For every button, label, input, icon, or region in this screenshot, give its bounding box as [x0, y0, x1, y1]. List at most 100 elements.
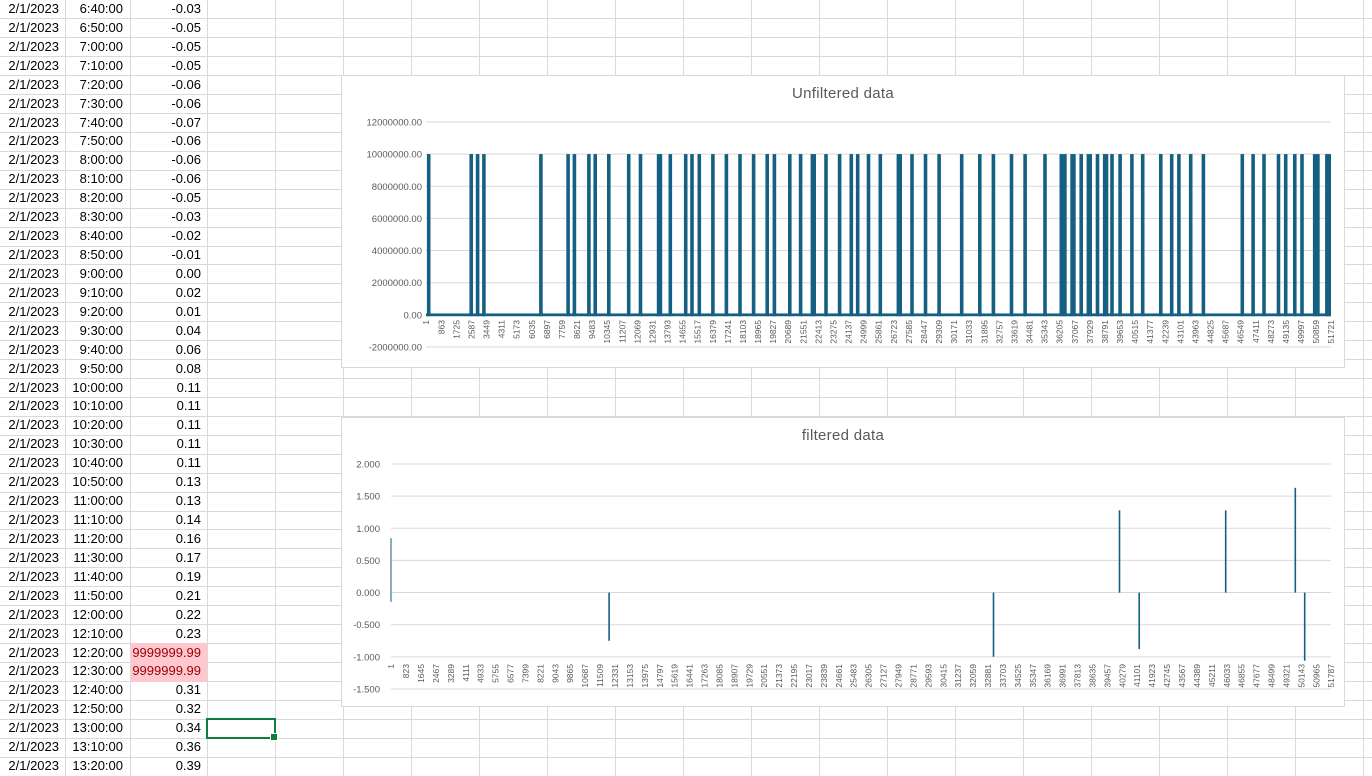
cell-date[interactable]: 2/1/2023	[8, 379, 59, 395]
cell-time[interactable]: 8:10:00	[79, 171, 123, 187]
cell-value[interactable]: -0.06	[171, 152, 201, 168]
cell-value[interactable]: -0.01	[171, 247, 201, 263]
cell-value[interactable]: 0.06	[175, 341, 201, 357]
cell-date[interactable]: 2/1/2023	[8, 171, 59, 187]
cell-time[interactable]: 9:10:00	[79, 284, 123, 300]
cell-time[interactable]: 13:10:00	[72, 739, 123, 755]
cell-date[interactable]: 2/1/2023	[8, 284, 59, 300]
cell-date[interactable]: 2/1/2023	[8, 739, 59, 755]
cell-date[interactable]: 2/1/2023	[8, 265, 59, 281]
cell-value[interactable]: -0.03	[171, 1, 201, 16]
cell-time[interactable]: 12:20:00	[72, 644, 123, 660]
cell-value[interactable]: 0.13	[175, 474, 201, 490]
cell-time[interactable]: 12:30:00	[72, 663, 123, 679]
cell-date[interactable]: 2/1/2023	[8, 38, 59, 54]
cell-value[interactable]: -0.06	[171, 133, 201, 149]
cell-date[interactable]: 2/1/2023	[8, 758, 59, 774]
cell-date[interactable]: 2/1/2023	[8, 493, 59, 509]
cell-time[interactable]: 8:30:00	[79, 209, 123, 225]
cell-time[interactable]: 12:10:00	[72, 625, 123, 641]
cell-value[interactable]: 0.34	[175, 720, 201, 736]
cell-date[interactable]: 2/1/2023	[8, 19, 59, 35]
cell-time[interactable]: 7:50:00	[79, 133, 123, 149]
cell-value[interactable]: -0.06	[171, 95, 201, 111]
cell-time[interactable]: 7:00:00	[79, 38, 123, 54]
cell-value[interactable]: 0.00	[175, 265, 201, 281]
cell-date[interactable]: 2/1/2023	[8, 644, 59, 660]
cell-value[interactable]: 0.22	[175, 606, 201, 622]
cell-value[interactable]: -0.07	[171, 114, 201, 130]
cell-value[interactable]: 0.13	[175, 493, 201, 509]
cell-time[interactable]: 8:20:00	[79, 190, 123, 206]
cell-time[interactable]: 11:10:00	[73, 512, 123, 528]
cell-date[interactable]: 2/1/2023	[8, 341, 59, 357]
cell-date[interactable]: 2/1/2023	[8, 625, 59, 641]
cell-time[interactable]: 12:00:00	[72, 606, 123, 622]
cell-time[interactable]: 11:40:00	[73, 568, 123, 584]
cell-date[interactable]: 2/1/2023	[8, 76, 59, 92]
cell-date[interactable]: 2/1/2023	[8, 512, 59, 528]
cell-time[interactable]: 11:50:00	[73, 587, 123, 603]
cell-time[interactable]: 8:50:00	[79, 247, 123, 263]
cell-date[interactable]: 2/1/2023	[8, 133, 59, 149]
cell-value[interactable]: 0.11	[176, 417, 201, 433]
cell-value[interactable]: 0.32	[175, 701, 201, 717]
cell-time[interactable]: 12:40:00	[72, 682, 123, 698]
cell-value[interactable]: 0.11	[176, 455, 201, 471]
cell-value[interactable]: 9999999.99	[132, 644, 201, 660]
cell-date[interactable]: 2/1/2023	[8, 57, 59, 73]
cell-value[interactable]: 0.04	[175, 322, 201, 338]
cell-date[interactable]: 2/1/2023	[8, 682, 59, 698]
cell-time[interactable]: 9:40:00	[79, 341, 123, 357]
cell-time[interactable]: 6:50:00	[79, 19, 123, 35]
cell-value[interactable]: -0.05	[171, 190, 201, 206]
cell-value[interactable]: 0.01	[175, 303, 201, 319]
cell-time[interactable]: 13:20:00	[72, 758, 123, 774]
cell-date[interactable]: 2/1/2023	[8, 209, 59, 225]
cell-time[interactable]: 10:50:00	[72, 474, 123, 490]
cell-date[interactable]: 2/1/2023	[8, 398, 59, 414]
cell-date[interactable]: 2/1/2023	[8, 1, 59, 16]
cell-time[interactable]: 8:40:00	[79, 228, 123, 244]
cell-value[interactable]: -0.06	[171, 171, 201, 187]
cell-date[interactable]: 2/1/2023	[8, 303, 59, 319]
cell-value[interactable]: 0.14	[175, 512, 201, 528]
cell-date[interactable]: 2/1/2023	[8, 720, 59, 736]
cell-date[interactable]: 2/1/2023	[8, 530, 59, 546]
cell-value[interactable]: 0.11	[176, 379, 201, 395]
cell-date[interactable]: 2/1/2023	[8, 663, 59, 679]
cell-date[interactable]: 2/1/2023	[8, 568, 59, 584]
cell-value[interactable]: -0.03	[171, 209, 201, 225]
cell-date[interactable]: 2/1/2023	[8, 417, 59, 433]
cell-value[interactable]: 0.36	[175, 739, 201, 755]
cell-time[interactable]: 9:00:00	[79, 265, 123, 281]
cell-date[interactable]: 2/1/2023	[8, 549, 59, 565]
cell-time[interactable]: 9:20:00	[79, 303, 123, 319]
cell-value[interactable]: -0.02	[171, 228, 201, 244]
cell-value[interactable]: 0.31	[175, 682, 201, 698]
cell-value[interactable]: 0.08	[175, 360, 201, 376]
cell-date[interactable]: 2/1/2023	[8, 455, 59, 471]
cell-value[interactable]: 0.17	[175, 549, 201, 565]
cell-value[interactable]: -0.06	[171, 76, 201, 92]
cell-value[interactable]: -0.05	[171, 38, 201, 54]
cell-date[interactable]: 2/1/2023	[8, 322, 59, 338]
cell-time[interactable]: 11:30:00	[73, 549, 123, 565]
cell-time[interactable]: 10:00:00	[72, 379, 123, 395]
cell-time[interactable]: 10:20:00	[72, 417, 123, 433]
cell-value[interactable]: -0.05	[171, 57, 201, 73]
filtered-data-chart[interactable]: filtered data 2.000 1.500 1.000 0.500 0.000 -…	[341, 417, 1345, 707]
cell-time[interactable]: 10:30:00	[72, 436, 123, 452]
cell-time[interactable]: 9:50:00	[79, 360, 123, 376]
cell-time[interactable]: 9:30:00	[79, 322, 123, 338]
cell-date[interactable]: 2/1/2023	[8, 587, 59, 603]
cell-date[interactable]: 2/1/2023	[8, 474, 59, 490]
cell-value[interactable]: 0.11	[176, 436, 201, 452]
cell-date[interactable]: 2/1/2023	[8, 190, 59, 206]
cell-date[interactable]: 2/1/2023	[8, 228, 59, 244]
cell-date[interactable]: 2/1/2023	[8, 701, 59, 717]
cell-value[interactable]: 0.23	[175, 625, 201, 641]
selected-cell[interactable]	[206, 718, 278, 742]
cell-value[interactable]: 0.21	[175, 587, 201, 603]
cell-time[interactable]: 11:20:00	[73, 530, 123, 546]
